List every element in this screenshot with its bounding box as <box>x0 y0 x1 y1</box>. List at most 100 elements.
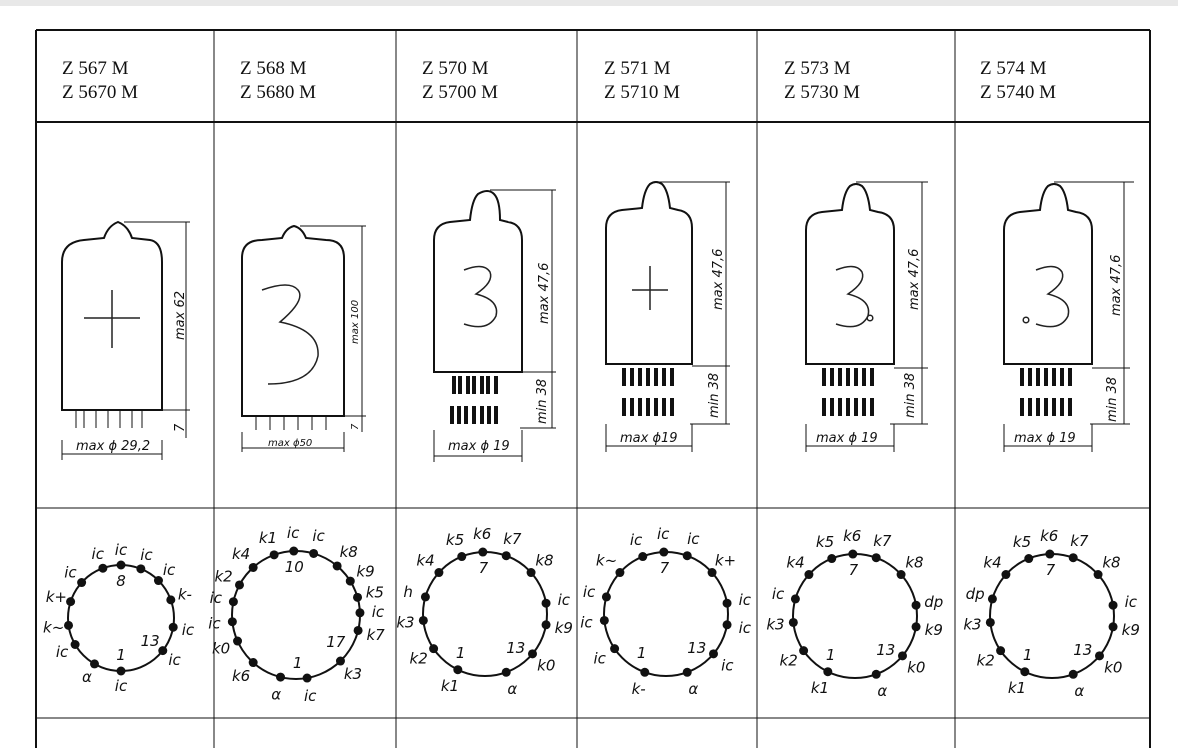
pin-dot <box>871 553 881 563</box>
pin-number-label: 7 <box>1046 561 1056 579</box>
pin-dot <box>827 554 837 564</box>
pin-label: k2 <box>780 652 798 670</box>
pin-number-label: 13 <box>506 639 525 657</box>
height-dimension: max 47,6 <box>907 249 922 310</box>
pin-number-label: 1 <box>637 644 647 662</box>
pin-dot <box>707 568 717 578</box>
pin-dot <box>541 620 551 630</box>
type-label-primary: Z 573 M <box>784 58 851 79</box>
pin-label: k9 <box>356 563 374 581</box>
pin-label: k5 <box>816 533 834 551</box>
pin-dot <box>1045 549 1055 559</box>
pin-number-label: 13 <box>1073 641 1092 659</box>
pin-dot <box>615 568 625 578</box>
pin-dot <box>599 615 609 625</box>
symbol-three <box>463 265 498 328</box>
pin-dot <box>682 551 692 561</box>
tube-drawing <box>805 181 928 452</box>
pin-dot <box>799 646 809 656</box>
pin-dot <box>526 568 536 578</box>
diameter-dimension: max ϕ 19 <box>816 431 878 446</box>
pin-dot <box>896 570 906 580</box>
pin-label: ic <box>312 527 325 545</box>
pin-label: k~ <box>596 551 617 569</box>
pin-dot <box>158 646 168 656</box>
pin-dot <box>434 568 444 578</box>
pin-dot <box>722 598 732 608</box>
pin-number-label: 7 <box>660 559 670 577</box>
tube-drawing <box>605 181 730 452</box>
decimal-point <box>1022 316 1030 324</box>
pin-dot <box>1093 570 1103 580</box>
pin-dot <box>418 615 428 625</box>
pin-dot <box>638 552 648 562</box>
diameter-dimension: max ϕ50 <box>268 438 312 449</box>
pin-label: ic <box>56 643 69 661</box>
pin-diagram: k5 k6 7 k7 k8 ic k9 k0 13 α k1 1 k2 k3 dp k4 <box>963 527 1140 700</box>
pin-label: k6 <box>232 667 250 685</box>
pin-dot <box>353 592 363 602</box>
pin-dot <box>911 600 921 610</box>
pin-dot <box>790 594 800 604</box>
pin-dot <box>871 669 881 679</box>
pin-label: ic <box>115 541 128 559</box>
pin-label: k8 <box>340 543 358 561</box>
pin-label: k7 <box>503 530 522 548</box>
pin-dot <box>276 672 286 682</box>
pin-label: k2 <box>410 650 428 668</box>
pin-label: k2 <box>977 652 995 670</box>
pin-dot <box>527 649 537 659</box>
pin-label: k0 <box>1104 658 1122 676</box>
pin-dot <box>98 563 108 573</box>
pin-array <box>622 368 674 416</box>
pin-label: ic <box>182 621 195 639</box>
pin-label: ic <box>657 525 670 543</box>
diameter-dimension: max ϕ 19 <box>448 439 510 454</box>
tube-drawing <box>1003 181 1134 452</box>
column-z568: Z 568 M Z 5680 M max 100 7 max ϕ50 k1 ic i… <box>208 58 385 705</box>
pin-label: ic <box>168 651 181 669</box>
pin-dot <box>355 608 365 618</box>
pin-label: α <box>82 668 92 686</box>
pin-label: k6 <box>473 525 491 543</box>
symbol-three <box>1035 265 1070 328</box>
pin-label: ic <box>772 585 785 603</box>
pin-dot <box>353 625 363 635</box>
pin-dot <box>116 560 126 570</box>
scan-edge <box>0 0 1178 6</box>
pin-number-label: 8 <box>116 572 126 590</box>
pin-number-label: 17 <box>326 633 346 651</box>
pin-dot <box>136 564 146 574</box>
pin-number-label: 13 <box>141 632 160 650</box>
decimal-point <box>866 314 874 322</box>
pin-label: k0 <box>212 639 230 657</box>
pin-dot <box>1068 553 1078 563</box>
pin-label: ic <box>583 583 596 601</box>
pin-label: ic <box>739 619 752 637</box>
pin-number-label: 1 <box>456 644 466 662</box>
pin-array <box>450 376 498 424</box>
pin-label: k5 <box>366 583 384 601</box>
height-dimension: max 47,6 <box>711 249 726 310</box>
type-label-secondary: Z 5710 M <box>604 82 680 103</box>
pin-dot <box>90 659 99 669</box>
pin-dot <box>429 644 439 654</box>
diameter-dimension: max ϕ19 <box>620 431 678 446</box>
pin-label: k8 <box>535 551 553 569</box>
pin-label: k1 <box>259 529 277 547</box>
pin-dot <box>66 597 76 607</box>
pin-dot <box>601 592 611 602</box>
pin-dot <box>722 620 732 630</box>
type-label-primary: Z 570 M <box>422 58 489 79</box>
pin-label: k4 <box>416 551 434 569</box>
pin-dot <box>302 673 312 683</box>
pin-number-label: 13 <box>876 641 895 659</box>
pin-label: dp <box>966 585 985 603</box>
pin-number-label: 10 <box>285 558 304 576</box>
pin-label: ic <box>739 591 752 609</box>
pin-label: k8 <box>905 553 923 571</box>
